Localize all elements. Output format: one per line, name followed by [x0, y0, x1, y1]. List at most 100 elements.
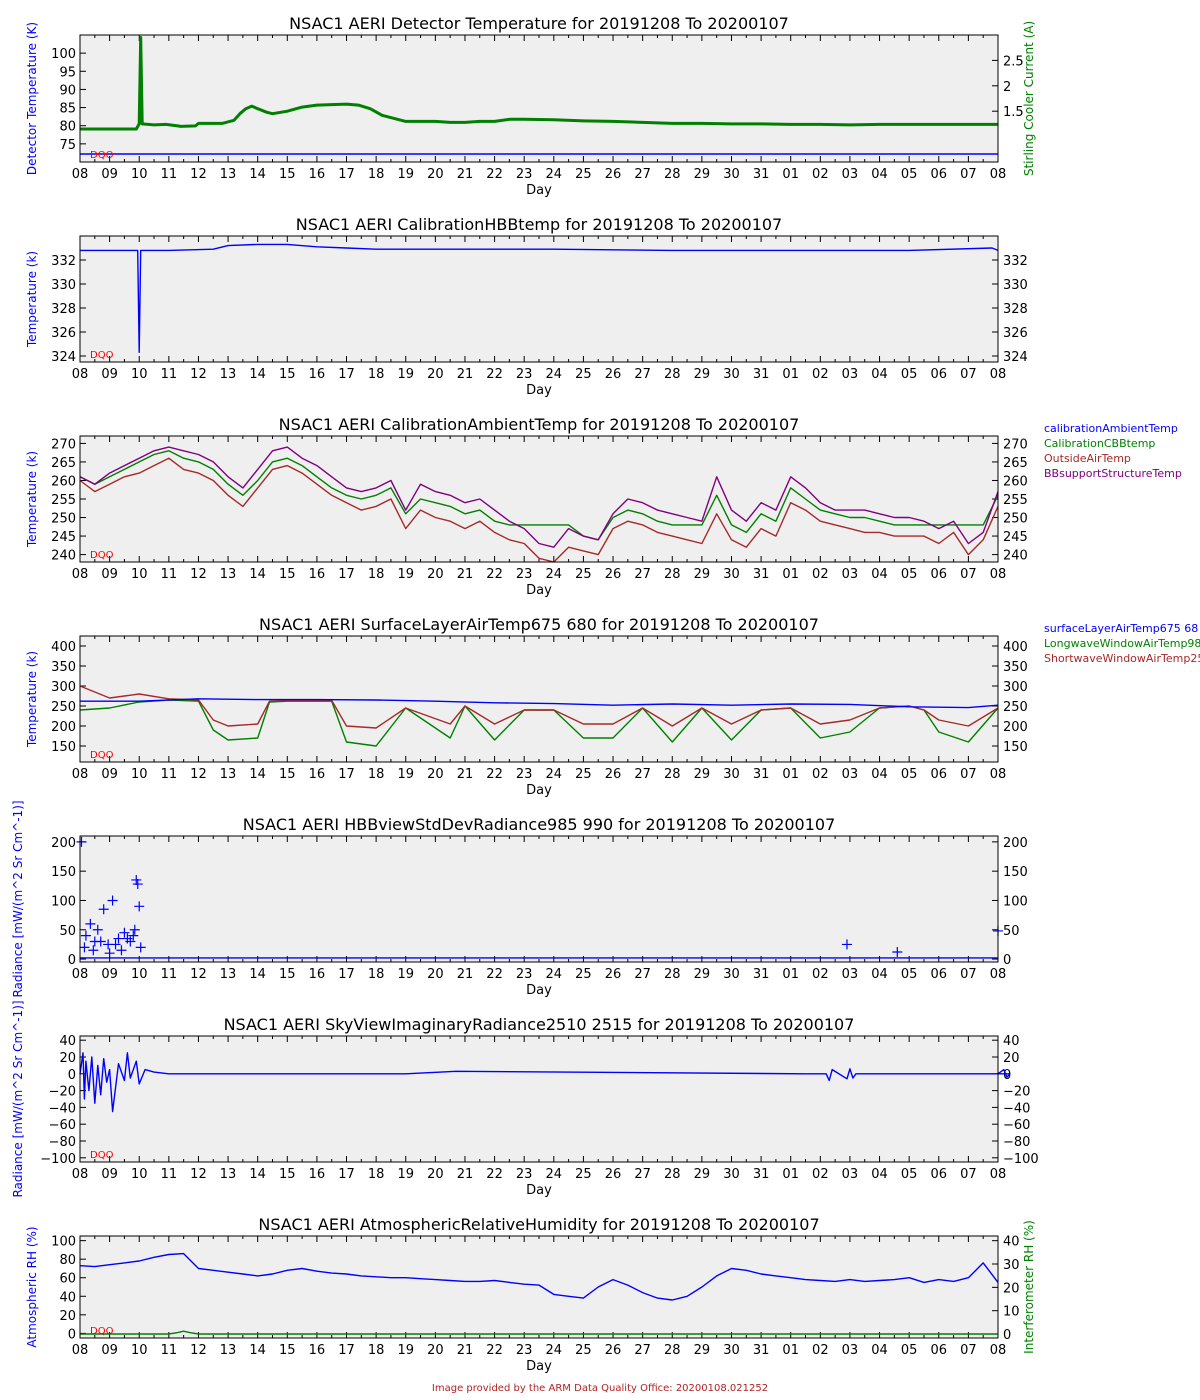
x-tick-label: 02	[812, 767, 829, 782]
x-tick-label: 24	[546, 167, 563, 182]
x-tick-label: 17	[338, 767, 355, 782]
x-tick-label: 08	[990, 367, 1007, 382]
y-tick-label-right: 260	[1003, 474, 1028, 489]
data-point	[841, 939, 852, 950]
x-tick-label: 07	[960, 767, 977, 782]
x-tick-label: 24	[546, 1343, 563, 1358]
x-tick-label: 01	[782, 567, 799, 582]
x-tick-label: 17	[338, 1343, 355, 1358]
x-tick-label: 14	[249, 1343, 266, 1358]
chart-panel-1: NSAC1 AERI Detector Temperature for 2019…	[25, 14, 1036, 198]
plot-area	[80, 1236, 998, 1338]
x-tick-label: 19	[397, 367, 414, 382]
x-tick-label: 15	[279, 767, 296, 782]
x-tick-label: 21	[457, 367, 474, 382]
x-tick-label: 30	[723, 167, 740, 182]
x-tick-label: 10	[131, 1343, 148, 1358]
x-tick-label: 25	[575, 367, 592, 382]
x-tick-label: 23	[516, 767, 533, 782]
y-tick-label-right: 10	[1003, 1305, 1020, 1320]
x-tick-label: 26	[605, 767, 622, 782]
footer-credit: Image provided by the ARM Data Quality O…	[431, 1383, 769, 1394]
legend-entry: CalibrationCBBtemp	[1044, 437, 1155, 450]
x-tick-label: 10	[131, 1167, 148, 1182]
y-tick-label-right: 350	[1003, 660, 1028, 675]
data-point	[113, 933, 124, 944]
x-tick-label: 05	[901, 167, 918, 182]
x-axis-label: Day	[526, 583, 552, 598]
y-tick-label-right: 2.5	[1003, 54, 1024, 69]
x-tick-label: 11	[161, 567, 178, 582]
x-tick-label: 05	[901, 367, 918, 382]
y-tick-label-right: 0	[1003, 1328, 1011, 1343]
x-axis-label: Day	[526, 983, 552, 998]
y-tick-label: 330	[51, 278, 76, 293]
legend-entry: OutsideAirTemp	[1044, 452, 1131, 465]
data-point	[892, 947, 903, 958]
x-tick-label: 29	[694, 367, 711, 382]
x-tick-label: 04	[871, 967, 888, 982]
x-tick-label: 07	[960, 967, 977, 982]
data-point	[134, 901, 145, 912]
y-tick-label: 100	[51, 47, 76, 62]
x-tick-label: 28	[664, 1167, 681, 1182]
x-tick-label: 20	[427, 1167, 444, 1182]
x-tick-label: 07	[960, 167, 977, 182]
x-tick-label: 23	[516, 1167, 533, 1182]
x-tick-label: 14	[249, 167, 266, 182]
data-point	[116, 945, 127, 956]
x-tick-label: 07	[960, 367, 977, 382]
x-tick-label: 12	[190, 167, 207, 182]
x-tick-label: 19	[397, 967, 414, 982]
legend-entry: LongwaveWindowAirTemp985	[1044, 637, 1200, 650]
x-tick-label: 06	[931, 1167, 948, 1182]
x-tick-label: 05	[901, 767, 918, 782]
x-tick-label: 31	[753, 167, 770, 182]
plot-area	[80, 35, 998, 162]
y-tick-label: 326	[51, 326, 76, 341]
x-tick-label: 22	[486, 567, 503, 582]
y-tick-label: 100	[51, 894, 76, 909]
x-tick-label: 03	[842, 1167, 859, 1182]
x-tick-label: 06	[931, 167, 948, 182]
x-tick-label: 18	[368, 167, 385, 182]
x-tick-label: 31	[753, 967, 770, 982]
x-tick-label: 24	[546, 767, 563, 782]
chart-panel-4: NSAC1 AERI SurfaceLayerAirTemp675 680 fo…	[25, 615, 1200, 798]
data-point	[107, 895, 118, 906]
x-tick-label: 21	[457, 167, 474, 182]
x-tick-label: 30	[723, 367, 740, 382]
x-tick-label: 30	[723, 767, 740, 782]
y-tick-label: 60	[59, 1272, 76, 1287]
y-tick-label-right: 20	[1003, 1281, 1020, 1296]
y-tick-label: 250	[51, 512, 76, 527]
y-tick-label: 40	[59, 1034, 76, 1049]
x-tick-label: 31	[753, 1343, 770, 1358]
x-tick-label: 09	[101, 567, 118, 582]
x-axis-label: Day	[526, 783, 552, 798]
x-tick-label: 25	[575, 967, 592, 982]
x-tick-label: 27	[634, 567, 651, 582]
x-tick-label: 01	[782, 1167, 799, 1182]
x-tick-label: 23	[516, 567, 533, 582]
dqo-flag: DQO	[90, 1326, 114, 1337]
data-point	[79, 942, 90, 953]
x-tick-label: 13	[220, 167, 237, 182]
x-tick-label: 07	[960, 1167, 977, 1182]
x-tick-label: 03	[842, 967, 859, 982]
y-tick-label: 300	[51, 680, 76, 695]
x-tick-label: 04	[871, 167, 888, 182]
x-tick-label: 08	[990, 567, 1007, 582]
x-tick-label: 08	[72, 1343, 89, 1358]
y-tick-label-right: 324	[1003, 350, 1028, 365]
x-tick-label: 08	[72, 967, 89, 982]
x-tick-label: 29	[694, 967, 711, 982]
x-tick-label: 31	[753, 1167, 770, 1182]
series-green-1	[80, 1330, 998, 1335]
chart-title: NSAC1 AERI Detector Temperature for 2019…	[289, 14, 789, 33]
x-tick-label: 11	[161, 767, 178, 782]
y-tick-label: 245	[51, 530, 76, 545]
x-tick-label: 22	[486, 967, 503, 982]
x-tick-label: 25	[575, 1343, 592, 1358]
x-tick-label: 11	[161, 1343, 178, 1358]
